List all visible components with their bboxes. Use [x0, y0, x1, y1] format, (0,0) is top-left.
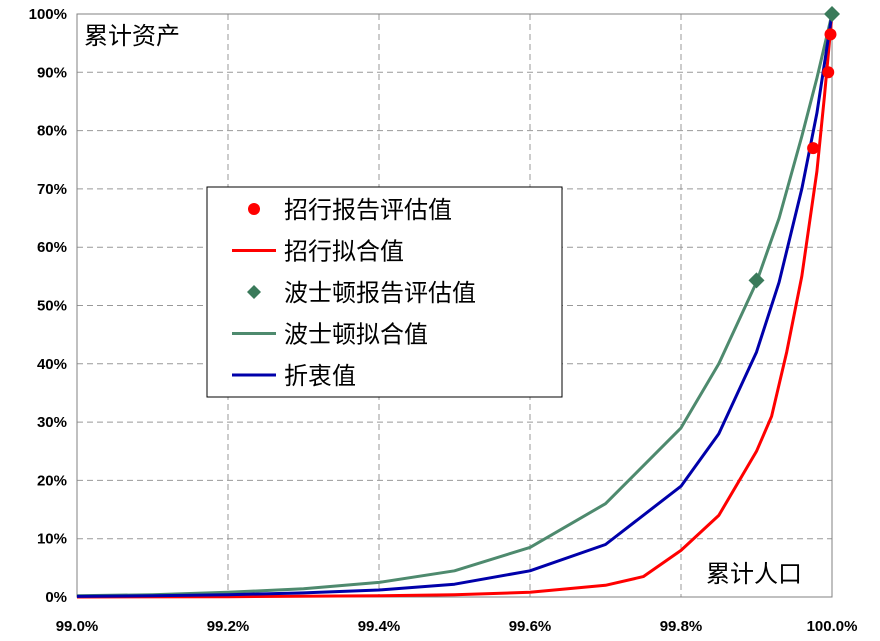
x-tick-label: 99.0%	[56, 618, 99, 635]
series-line-波士顿拟合值	[76, 13, 834, 598]
legend-label: 折衷值	[284, 362, 356, 390]
y-tick-label: 70%	[37, 181, 67, 198]
legend-label: 波士顿拟合值	[284, 321, 428, 349]
plot-area	[76, 13, 833, 598]
data-point	[824, 6, 840, 22]
y-axis-title: 累计资产	[84, 22, 180, 50]
legend-swatch	[248, 203, 260, 215]
data-point	[807, 142, 820, 155]
y-tick-label: 90%	[37, 64, 67, 81]
legend-swatch	[247, 285, 261, 299]
data-point	[824, 28, 837, 41]
series-layer	[76, 6, 840, 599]
series-line-招行拟合值	[76, 13, 834, 599]
legend-label: 招行拟合值	[284, 238, 404, 266]
x-tick-label: 99.2%	[207, 618, 250, 635]
x-axis-title: 累计人口	[706, 560, 802, 588]
y-tick-label: 50%	[37, 298, 67, 315]
data-point	[748, 272, 765, 289]
x-tick-label: 99.8%	[660, 618, 703, 635]
y-tick-label: 80%	[37, 123, 67, 140]
x-tick-label: 99.6%	[509, 618, 552, 635]
y-tick-label: 30%	[37, 414, 67, 431]
y-tick-label: 100%	[29, 6, 67, 23]
legend-label: 招行报告评估值	[284, 196, 452, 224]
tick-labels: 0% 10% 20% 30% 40% 50% 60% 70% 80% 90% 100% 99.0% 99…	[29, 6, 858, 635]
legend-label: 波士顿报告评估值	[284, 279, 476, 307]
y-tick-label: 40%	[37, 356, 67, 373]
y-tick-label: 20%	[37, 472, 67, 489]
legend-box	[206, 186, 563, 398]
data-point	[822, 66, 835, 79]
y-tick-label: 0%	[45, 589, 67, 606]
y-tick-label: 60%	[37, 239, 67, 256]
x-tick-label: 100.0%	[807, 618, 858, 635]
x-tick-label: 99.4%	[358, 618, 401, 635]
y-tick-label: 10%	[37, 531, 67, 548]
series-line-折衷值	[76, 13, 834, 598]
